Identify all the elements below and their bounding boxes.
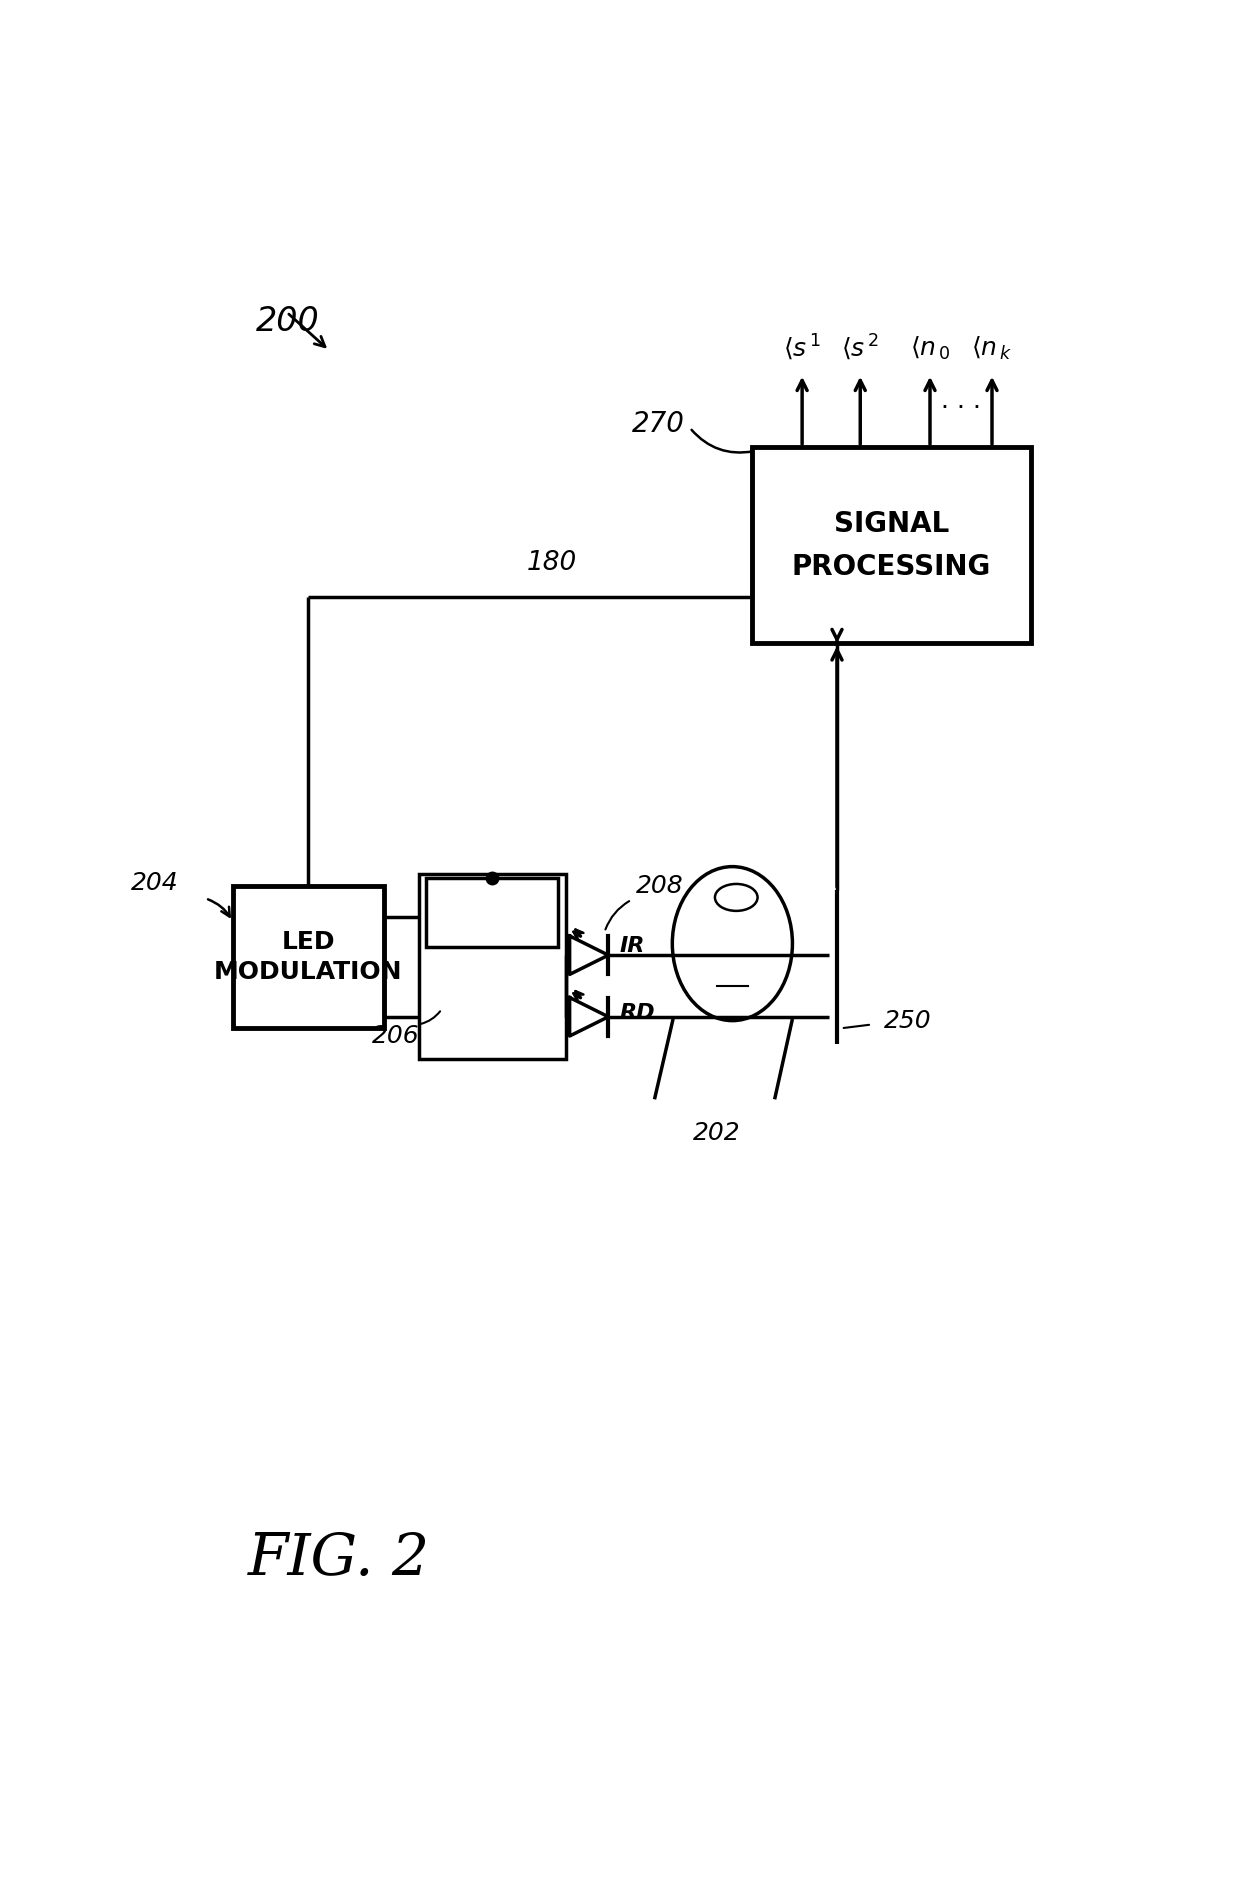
Text: SIGNAL: SIGNAL [833, 510, 949, 538]
Text: IR: IR [620, 937, 645, 956]
Polygon shape [569, 937, 609, 975]
Text: 202: 202 [693, 1121, 740, 1145]
Text: RD: RD [620, 1003, 656, 1024]
Text: PROCESSING: PROCESSING [791, 554, 991, 580]
Text: LED: LED [281, 929, 335, 954]
Text: 204: 204 [130, 870, 179, 895]
Text: 180: 180 [527, 550, 577, 576]
Bar [233, 885, 383, 1028]
Text: 250: 250 [883, 1009, 931, 1033]
Bar [751, 447, 1030, 643]
Text: $\langle n_{\,0}$: $\langle n_{\,0}$ [910, 336, 950, 362]
Text: $\langle n_{\,k}$: $\langle n_{\,k}$ [971, 336, 1013, 362]
Text: 208: 208 [635, 874, 683, 899]
Text: 206: 206 [372, 1024, 419, 1048]
Text: $\langle s^{\,1}$: $\langle s^{\,1}$ [782, 332, 821, 362]
Text: FIG. 2: FIG. 2 [248, 1532, 430, 1587]
Bar [427, 878, 558, 948]
Text: · · ·: · · · [941, 396, 981, 421]
Text: MODULATION: MODULATION [213, 961, 402, 984]
Bar [419, 874, 565, 1060]
Text: 200: 200 [255, 305, 320, 337]
Text: 270: 270 [632, 410, 686, 438]
Text: $\langle s^{\,2}$: $\langle s^{\,2}$ [841, 332, 879, 362]
Polygon shape [569, 997, 609, 1035]
